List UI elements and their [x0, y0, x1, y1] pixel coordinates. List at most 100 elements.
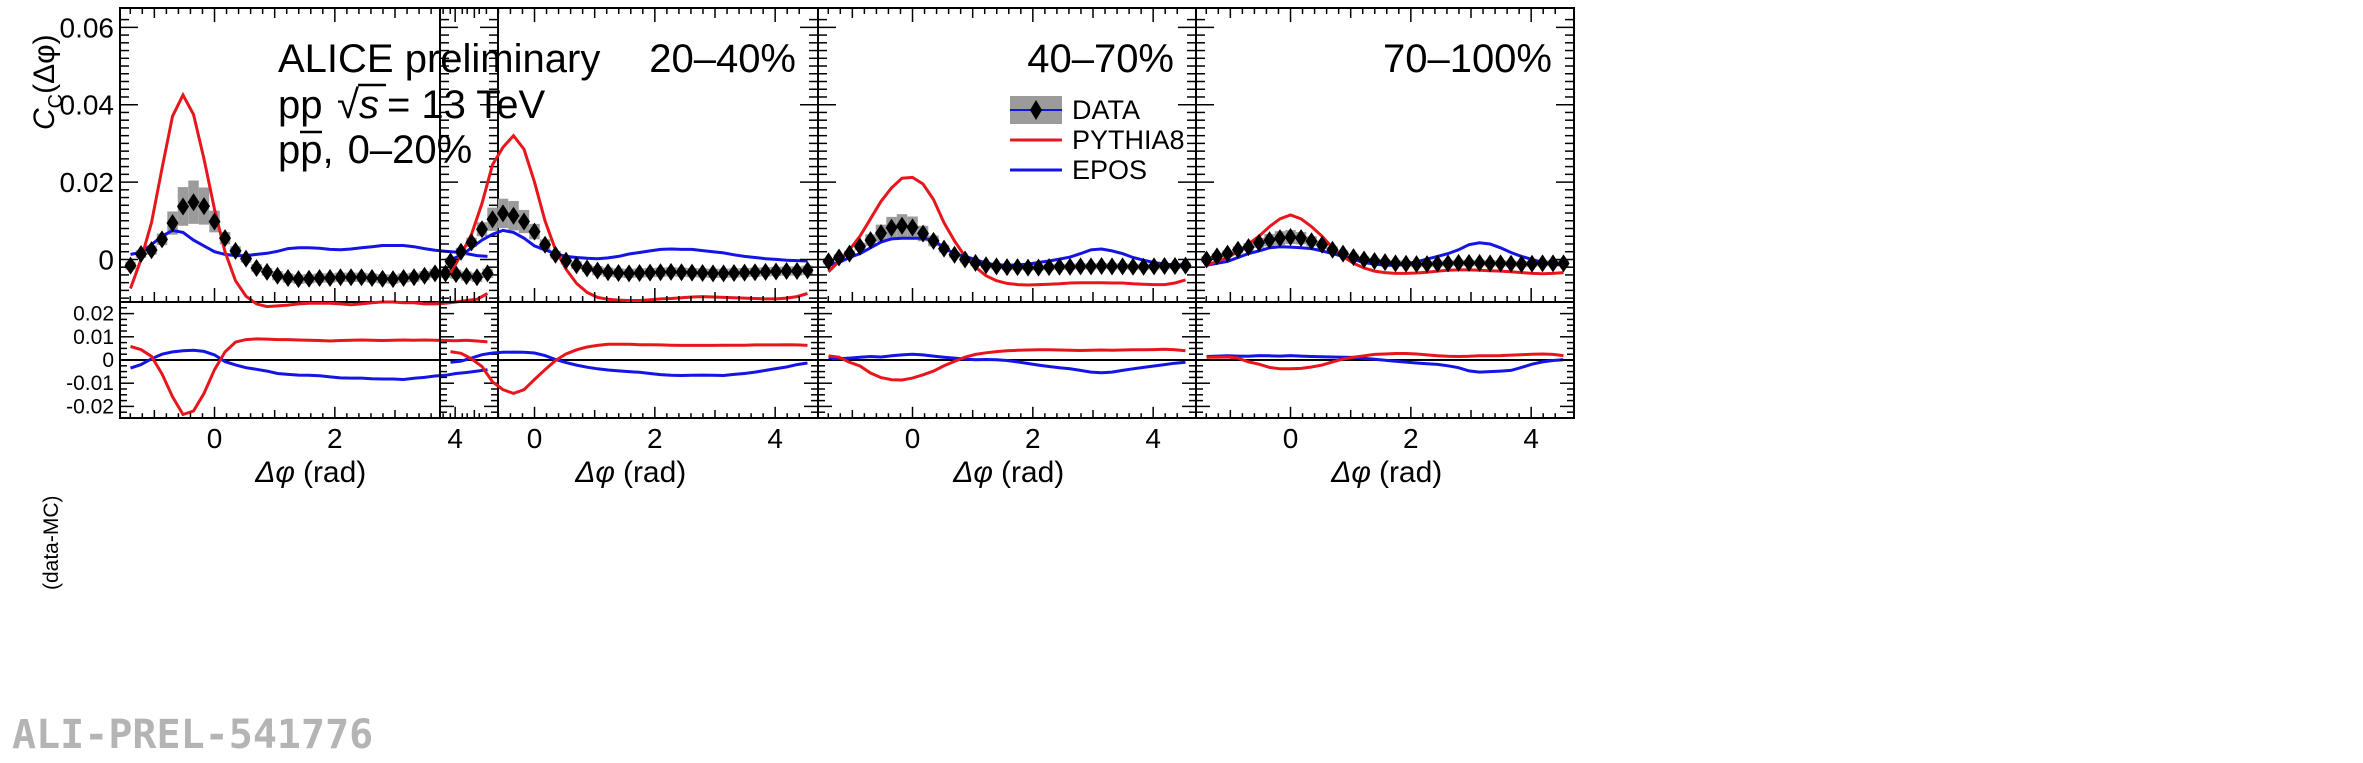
data-point — [1127, 257, 1140, 276]
data-point — [1526, 254, 1539, 273]
y-tick-label: 0.04 — [60, 90, 115, 121]
data-point — [738, 263, 751, 282]
data-point — [780, 262, 793, 281]
data-point — [822, 252, 835, 271]
y-tick-label: 0.06 — [60, 12, 115, 43]
pythia-curve — [1205, 213, 1564, 276]
data-point — [486, 210, 499, 229]
data-point — [376, 269, 389, 288]
epos-diff-curve — [450, 350, 808, 378]
experiment-label: ALICE preliminary — [278, 37, 600, 81]
pythia-curve — [827, 175, 1186, 287]
data-point — [906, 218, 919, 237]
data-point — [1106, 257, 1119, 276]
legend-pythia-label: PYTHIA8 — [1072, 125, 1185, 155]
data-point — [460, 267, 473, 286]
panel-1: 0 2 4Δφ (rad)00.020.040.06-0.02-0.0100.010.… — [60, 7, 499, 489]
x-axis-symbol: Δφ — [952, 456, 993, 489]
data-point — [366, 269, 379, 288]
x-axis-symbol: Δφ — [1330, 456, 1371, 489]
data-point — [581, 259, 594, 278]
data-point — [602, 263, 615, 282]
pythia-diff-curve — [130, 337, 488, 417]
data-point — [1494, 254, 1507, 273]
data-point — [229, 241, 242, 260]
data-point — [1116, 257, 1129, 276]
data-point — [324, 269, 337, 288]
system-name: pp — [278, 83, 323, 127]
data-point — [1316, 235, 1329, 254]
data-point — [696, 263, 709, 282]
data-point — [355, 268, 368, 287]
data-point — [864, 231, 877, 250]
ratio-tick-label: 0 — [102, 349, 114, 372]
data-point — [261, 262, 274, 281]
data-point — [1505, 254, 1518, 273]
data-point — [387, 270, 400, 289]
data-point — [686, 263, 699, 282]
x-axis-title: Δφ (rad) — [254, 456, 366, 489]
centrality-label: 20–40% — [649, 37, 796, 81]
data-point — [560, 251, 573, 270]
x-tick-label: 4 — [447, 423, 463, 454]
first-centrality-label: 0–20% — [348, 128, 473, 172]
data-point — [1452, 253, 1465, 272]
data-point — [303, 269, 316, 288]
x-tick-label: 0 — [905, 423, 921, 454]
data-point — [250, 258, 263, 277]
x-tick-label: 2 — [1025, 423, 1041, 454]
data-point — [1095, 257, 1108, 276]
data-point — [654, 263, 667, 282]
x-axis-unit: (rad) — [303, 456, 366, 489]
data-point — [759, 262, 772, 281]
particle-symbol: p — [278, 128, 300, 172]
y-tick-label: 0 — [98, 244, 114, 275]
data-point — [959, 250, 972, 269]
panel-3: 0 2 4 Δφ (rad) 40–70% — [817, 7, 1197, 489]
data-point — [770, 262, 783, 281]
data-point — [1463, 253, 1476, 272]
ratio-tick-label: 0.01 — [73, 326, 114, 349]
x-tick-label: 0 — [207, 423, 223, 454]
data-point — [707, 264, 720, 283]
data-point — [345, 268, 358, 287]
data-point — [549, 245, 562, 264]
data-point — [155, 230, 168, 249]
legend-data-marker — [1030, 100, 1042, 120]
data-point — [948, 245, 961, 264]
x-axis-symbol: Δφ — [254, 456, 295, 489]
data-point — [1252, 233, 1265, 252]
epos-diff-curve — [1206, 354, 1564, 374]
data-point — [1169, 257, 1182, 276]
x-tick-label: 2 — [647, 423, 663, 454]
data-point — [874, 224, 887, 243]
data-point — [675, 263, 688, 282]
data-point — [408, 268, 421, 287]
data-point — [471, 268, 484, 287]
data-point — [397, 269, 410, 288]
epos-curve — [130, 228, 488, 258]
data-point — [517, 212, 530, 231]
data-point — [843, 244, 856, 263]
data-point — [444, 252, 457, 271]
epos-diff-curve — [130, 348, 488, 382]
data-point — [528, 222, 541, 241]
data-point — [134, 245, 147, 264]
data-point — [969, 253, 982, 272]
data-point — [418, 266, 431, 285]
ratio-axis-title: (data-MC) — [40, 495, 63, 590]
data-point — [1074, 257, 1087, 276]
data-point — [1442, 254, 1455, 273]
x-tick-label: 0 — [1283, 423, 1299, 454]
data-point — [927, 231, 940, 250]
data-point — [166, 214, 179, 233]
data-point — [665, 262, 678, 281]
data-point — [1022, 258, 1035, 277]
data-point — [176, 197, 189, 216]
data-point — [1400, 254, 1413, 273]
sqrt-symbol: √ — [337, 83, 359, 127]
legend: DATA PYTHIA8 EPOS — [1010, 95, 1185, 185]
data-point — [496, 204, 509, 223]
data-point — [1085, 257, 1098, 276]
